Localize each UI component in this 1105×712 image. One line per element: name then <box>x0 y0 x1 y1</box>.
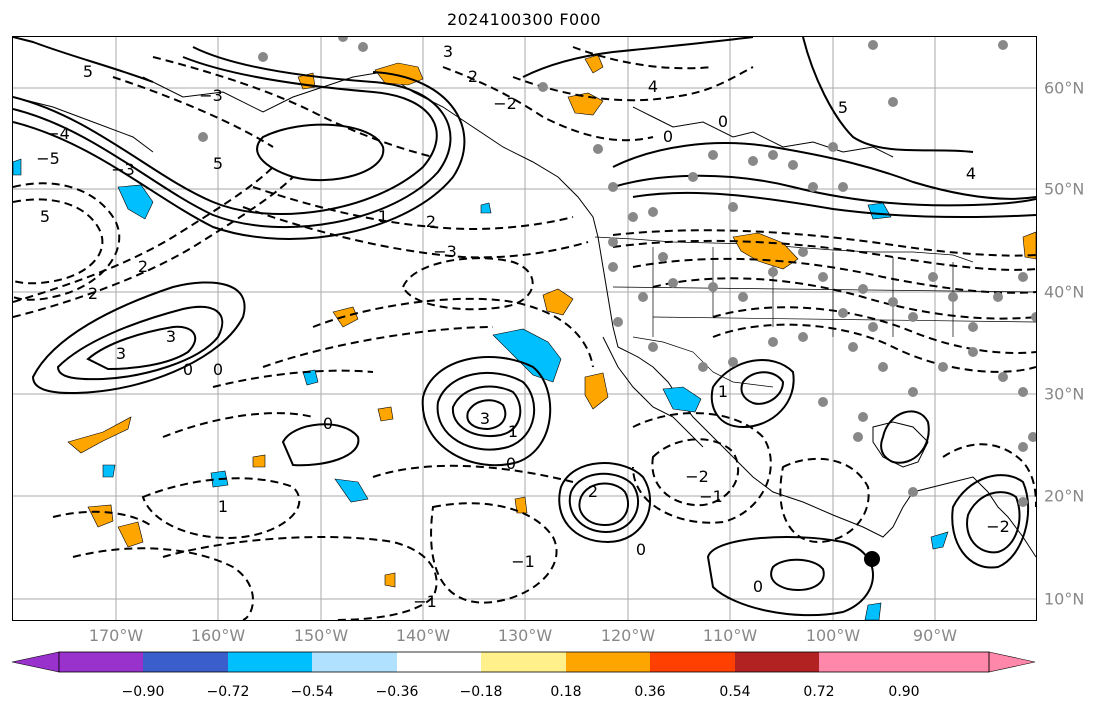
contour-label-group: 5 5 5 5 3 3 3 3 2 2 2 2 2 1 1 1 1 0 0 0 … <box>36 42 1010 611</box>
contour-label: 2 <box>426 212 436 231</box>
contour-label: −1 <box>511 552 535 571</box>
contour-label: 0 <box>753 577 763 596</box>
colorbar-band <box>566 652 650 672</box>
colorbar-tick-label: −0.90 <box>121 684 165 700</box>
contour-label: 5 <box>213 154 223 173</box>
colorbar-tick-label: 0.90 <box>888 684 920 700</box>
colorbar-tick-label: 0.54 <box>719 684 751 700</box>
contour-label: −2 <box>493 94 517 113</box>
lat-label: 10°N <box>1044 589 1085 609</box>
solid-contours <box>13 37 1036 617</box>
contour-label: 3 <box>166 327 176 346</box>
map-title: 2024100300 F000 <box>446 10 602 29</box>
contour-label: 1 <box>218 497 228 516</box>
contour-label: 2 <box>88 284 98 303</box>
negative-shading <box>13 158 949 620</box>
contour-label: 5 <box>83 62 93 81</box>
lat-label: 30°N <box>1044 384 1085 404</box>
contour-label: 4 <box>648 77 658 96</box>
contour-label: −2 <box>986 517 1010 536</box>
colorbar-tick-label: −0.54 <box>290 684 334 700</box>
contour-label: 0 <box>323 414 333 433</box>
lon-label: 140°W <box>395 626 451 645</box>
lon-label: 90°W <box>912 626 958 645</box>
lat-label: 60°N <box>1044 78 1085 98</box>
contour-label: 0 <box>636 540 646 559</box>
contour-label: 0 <box>213 360 223 379</box>
contour-label: 5 <box>40 207 50 226</box>
dashed-contours <box>13 46 1036 620</box>
colorbar-band <box>59 652 143 672</box>
highlight-dot <box>864 551 880 567</box>
colorbar-band <box>228 652 312 672</box>
lon-label: 160°W <box>190 626 246 645</box>
colorbar-band <box>650 652 735 672</box>
colorbar-band <box>312 652 397 672</box>
colorbar-band <box>904 652 989 672</box>
colorbar-tick-label: −0.18 <box>459 684 503 700</box>
lat-label: 40°N <box>1044 282 1085 302</box>
lon-label: 120°W <box>600 626 656 645</box>
colorbar-tick-label: 0.36 <box>634 684 666 700</box>
contour-label: 0 <box>506 454 516 473</box>
contour-label: −2 <box>685 467 709 486</box>
contour-label: −5 <box>36 149 60 168</box>
contour-label: 2 <box>588 482 598 501</box>
contour-label: 3 <box>116 344 126 363</box>
contour-label: 3 <box>443 42 453 61</box>
positive-shading <box>67 54 1036 588</box>
weather-map: 5 5 5 5 3 3 3 3 2 2 2 2 2 1 1 1 1 0 0 0 … <box>13 37 1036 620</box>
contour-label: 5 <box>838 98 848 117</box>
colorbar-extend-high <box>988 651 1036 673</box>
lat-label: 50°N <box>1044 179 1085 199</box>
lon-label: 170°W <box>88 626 144 645</box>
lon-label: 130°W <box>497 626 553 645</box>
contour-label: 0 <box>718 112 728 131</box>
colorbar-band <box>481 652 566 672</box>
contour-label: 0 <box>663 127 673 146</box>
contour-label: −1 <box>699 487 723 506</box>
contour-label: 3 <box>480 409 490 428</box>
lon-label: 100°W <box>805 626 861 645</box>
contour-label: 0 <box>183 360 193 379</box>
colorbar-tick-label: 0.18 <box>550 684 582 700</box>
lon-label: 150°W <box>293 626 349 645</box>
colorbar-tick-label: 0.72 <box>803 684 835 700</box>
contour-label: 2 <box>138 257 148 276</box>
colorbar-band <box>819 652 904 672</box>
contour-label: −1 <box>413 592 437 611</box>
colorbar-band <box>397 652 481 672</box>
contour-label: −4 <box>46 124 70 143</box>
contour-label: −3 <box>433 242 457 261</box>
contour-label: 4 <box>966 164 976 183</box>
graticule <box>13 37 1036 620</box>
contour-label: 2 <box>468 67 478 86</box>
colorbar-frame <box>58 651 990 673</box>
colorbar <box>11 651 1036 673</box>
lon-label: 110°W <box>702 626 758 645</box>
contour-label: −3 <box>111 160 135 179</box>
colorbar-band <box>735 652 819 672</box>
colorbar-extend-low <box>11 651 60 673</box>
colorbar-band <box>143 652 228 672</box>
contour-label: 1 <box>718 382 728 401</box>
colorbar-tick-label: −0.36 <box>375 684 419 700</box>
lat-label: 20°N <box>1044 486 1085 506</box>
station-dots <box>198 37 1036 507</box>
contour-label: 1 <box>508 422 518 441</box>
contour-label: −3 <box>199 86 223 105</box>
contour-label: 1 <box>378 207 388 226</box>
map-panel[interactable]: 5 5 5 5 3 3 3 3 2 2 2 2 2 1 1 1 1 0 0 0 … <box>12 36 1037 621</box>
colorbar-tick-label: −0.72 <box>206 684 250 700</box>
